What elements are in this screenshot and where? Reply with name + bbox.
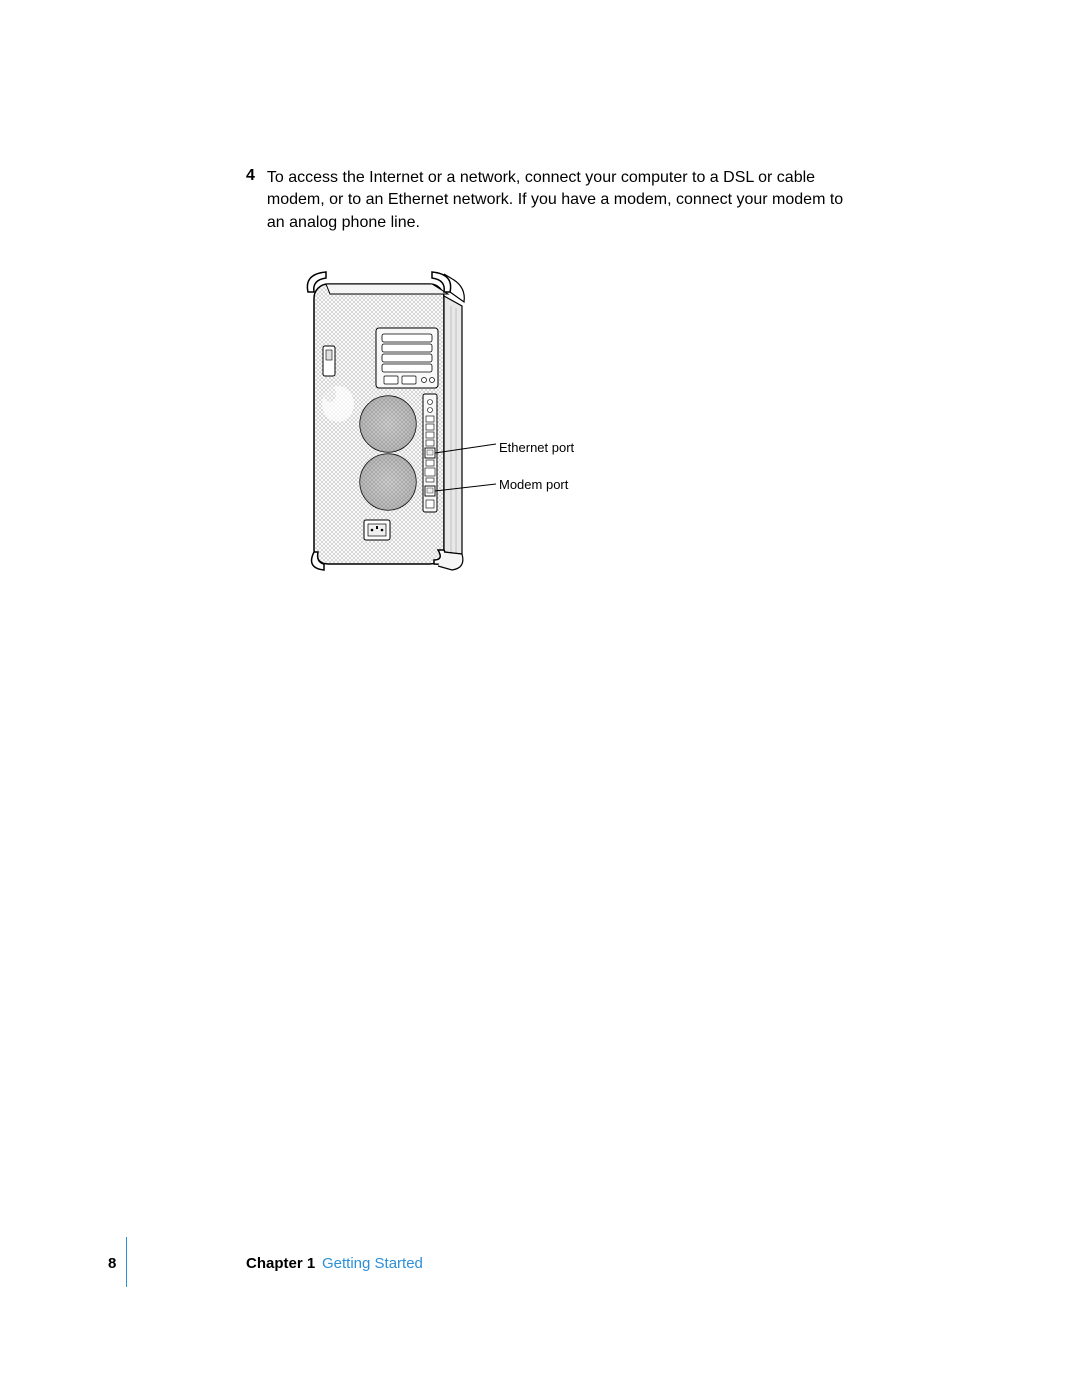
chapter-title: Getting Started xyxy=(322,1255,423,1272)
tower-diagram-svg xyxy=(276,264,626,584)
page-number: 8 xyxy=(108,1255,116,1272)
modem-port-label: Modem port xyxy=(499,477,568,492)
ethernet-port-label: Ethernet port xyxy=(499,440,574,455)
computer-illustration: Ethernet port Modem port xyxy=(276,264,626,584)
chapter-label: Chapter 1 xyxy=(246,1255,315,1272)
step-number: 4 xyxy=(246,167,255,234)
step-text: To access the Internet or a network, con… xyxy=(267,167,846,234)
page-footer: 8 Chapter 1 Getting Started xyxy=(0,1255,1080,1285)
footer-accent-line xyxy=(126,1237,127,1287)
instruction-step: 4 To access the Internet or a network, c… xyxy=(246,167,846,234)
